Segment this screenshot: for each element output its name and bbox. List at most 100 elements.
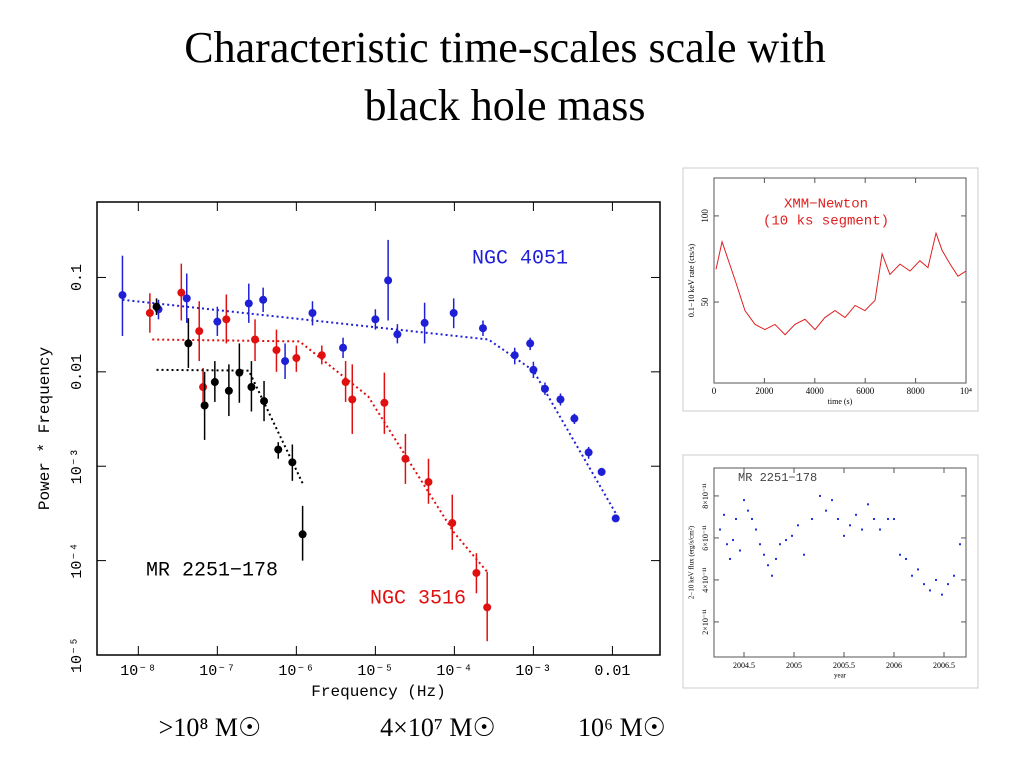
- x-tick-label: 10⁻⁷: [199, 663, 235, 680]
- data-point: [510, 351, 519, 360]
- data-point: [272, 346, 281, 355]
- light-curve: [715, 231, 967, 336]
- data-point: [893, 518, 895, 521]
- data-point: [556, 395, 565, 404]
- y-tick-label: 4×10⁻¹¹: [701, 567, 710, 593]
- model-line: [152, 338, 488, 573]
- x-tick-label: 10⁻⁴: [436, 663, 472, 680]
- data-point: [735, 518, 737, 521]
- x-tick-label: 10⁻⁶: [278, 663, 314, 680]
- data-point: [803, 553, 805, 556]
- y-tick-label: 8×10⁻¹¹: [701, 483, 710, 509]
- data-point: [298, 530, 307, 539]
- data-point: [222, 315, 231, 324]
- x-tick-label: 4000: [806, 386, 825, 396]
- x-tick-label: 10⁻⁸: [120, 663, 156, 680]
- data-point: [959, 543, 961, 546]
- data-point: [726, 543, 728, 546]
- data-point: [235, 368, 244, 377]
- data-point: [384, 276, 393, 285]
- data-point: [899, 553, 901, 556]
- data-point: [911, 574, 913, 577]
- chart-title: MR 2251−178: [738, 471, 817, 485]
- data-point: [797, 524, 799, 527]
- y-tick-label: 0.1: [69, 264, 86, 291]
- data-point: [905, 557, 907, 560]
- mass-label: 4×10⁷ M☉: [380, 713, 496, 742]
- data-point: [719, 528, 721, 531]
- y-axis-label: 2−10 keV flux (erg/s/cm²): [688, 525, 696, 599]
- x-tick-label: 2005: [786, 661, 802, 670]
- data-point: [771, 574, 773, 577]
- data-point: [879, 528, 881, 531]
- x-tick-label: 10⁻⁵: [357, 663, 393, 680]
- data-point: [837, 518, 839, 521]
- data-point: [118, 291, 127, 300]
- x-tick-label: 0: [712, 386, 717, 396]
- data-point: [210, 378, 219, 387]
- data-point: [767, 564, 769, 567]
- data-point: [371, 315, 380, 324]
- data-point: [729, 557, 731, 560]
- x-tick-label: 10⁴: [960, 386, 972, 396]
- data-point: [935, 578, 937, 581]
- data-point: [529, 365, 538, 374]
- x-axis-label: year: [834, 672, 847, 680]
- data-point: [611, 514, 620, 523]
- data-point: [747, 509, 749, 512]
- data-point: [260, 397, 269, 406]
- chart: 0 2000 4000 6000 8000 10⁴ 50 100 time (s) 0.1−10 …: [682, 167, 979, 412]
- x-tick-label: 8000: [907, 386, 926, 396]
- x-tick-label: 6000: [856, 386, 875, 396]
- mass-label: >10⁸ M☉: [159, 713, 262, 742]
- x-axis-label: Frequency (Hz): [311, 683, 445, 701]
- data-point: [259, 295, 268, 304]
- x-tick-label: 2006.5: [933, 661, 955, 670]
- data-point: [743, 499, 745, 502]
- data-point: [251, 335, 260, 344]
- slide-title: black hole mass: [364, 81, 645, 130]
- data-point: [785, 539, 787, 542]
- data-point: [759, 543, 761, 546]
- data-point: [348, 395, 357, 404]
- data-point: [779, 543, 781, 546]
- plot-frame: [96, 201, 661, 656]
- data-point: [751, 518, 753, 521]
- data-point: [184, 339, 193, 348]
- data-point: [317, 351, 326, 360]
- data-point: [825, 509, 827, 512]
- data-point: [341, 378, 350, 387]
- data-point: [448, 519, 457, 528]
- data-point: [843, 534, 845, 537]
- data-point: [873, 518, 875, 521]
- plot-frame: [713, 467, 967, 658]
- data-point: [739, 549, 741, 552]
- data-point: [244, 299, 253, 308]
- data-point: [308, 309, 317, 318]
- data-point: [213, 317, 222, 326]
- data-point: [472, 568, 481, 577]
- data-point: [861, 528, 863, 531]
- data-point: [763, 553, 765, 556]
- y-tick-label: 6×10⁻¹¹: [701, 525, 710, 551]
- chart: 2004.5 2005 2005.5 2006 2006.5 2×10⁻¹¹ 4×10⁻¹¹…: [682, 454, 979, 689]
- data-point: [281, 357, 290, 366]
- annotation: (10 ks segment): [763, 214, 889, 230]
- x-tick-label: 2005.5: [833, 661, 855, 670]
- data-point: [424, 478, 433, 487]
- data-point: [831, 499, 833, 502]
- y-tick-label: 50: [700, 297, 710, 307]
- x-tick-label: 2004.5: [733, 661, 755, 670]
- slide-title: Characteristic time-scales scale with: [184, 23, 825, 72]
- series-label: NGC 3516: [370, 587, 466, 610]
- chart: 10⁻⁸ 10⁻⁷ 10⁻⁶ 10⁻⁵ 10⁻⁴ 10⁻³ 0.01 10⁻⁵ 10⁻⁴ 10⁻³…: [32, 187, 680, 712]
- data-point: [887, 518, 889, 521]
- data-point: [199, 383, 208, 392]
- annotation: XMM−Newton: [784, 197, 868, 213]
- x-tick-label: 0.01: [594, 663, 630, 680]
- data-point: [867, 503, 869, 506]
- data-point: [540, 384, 549, 393]
- data-point: [849, 524, 851, 527]
- data-point: [339, 343, 348, 352]
